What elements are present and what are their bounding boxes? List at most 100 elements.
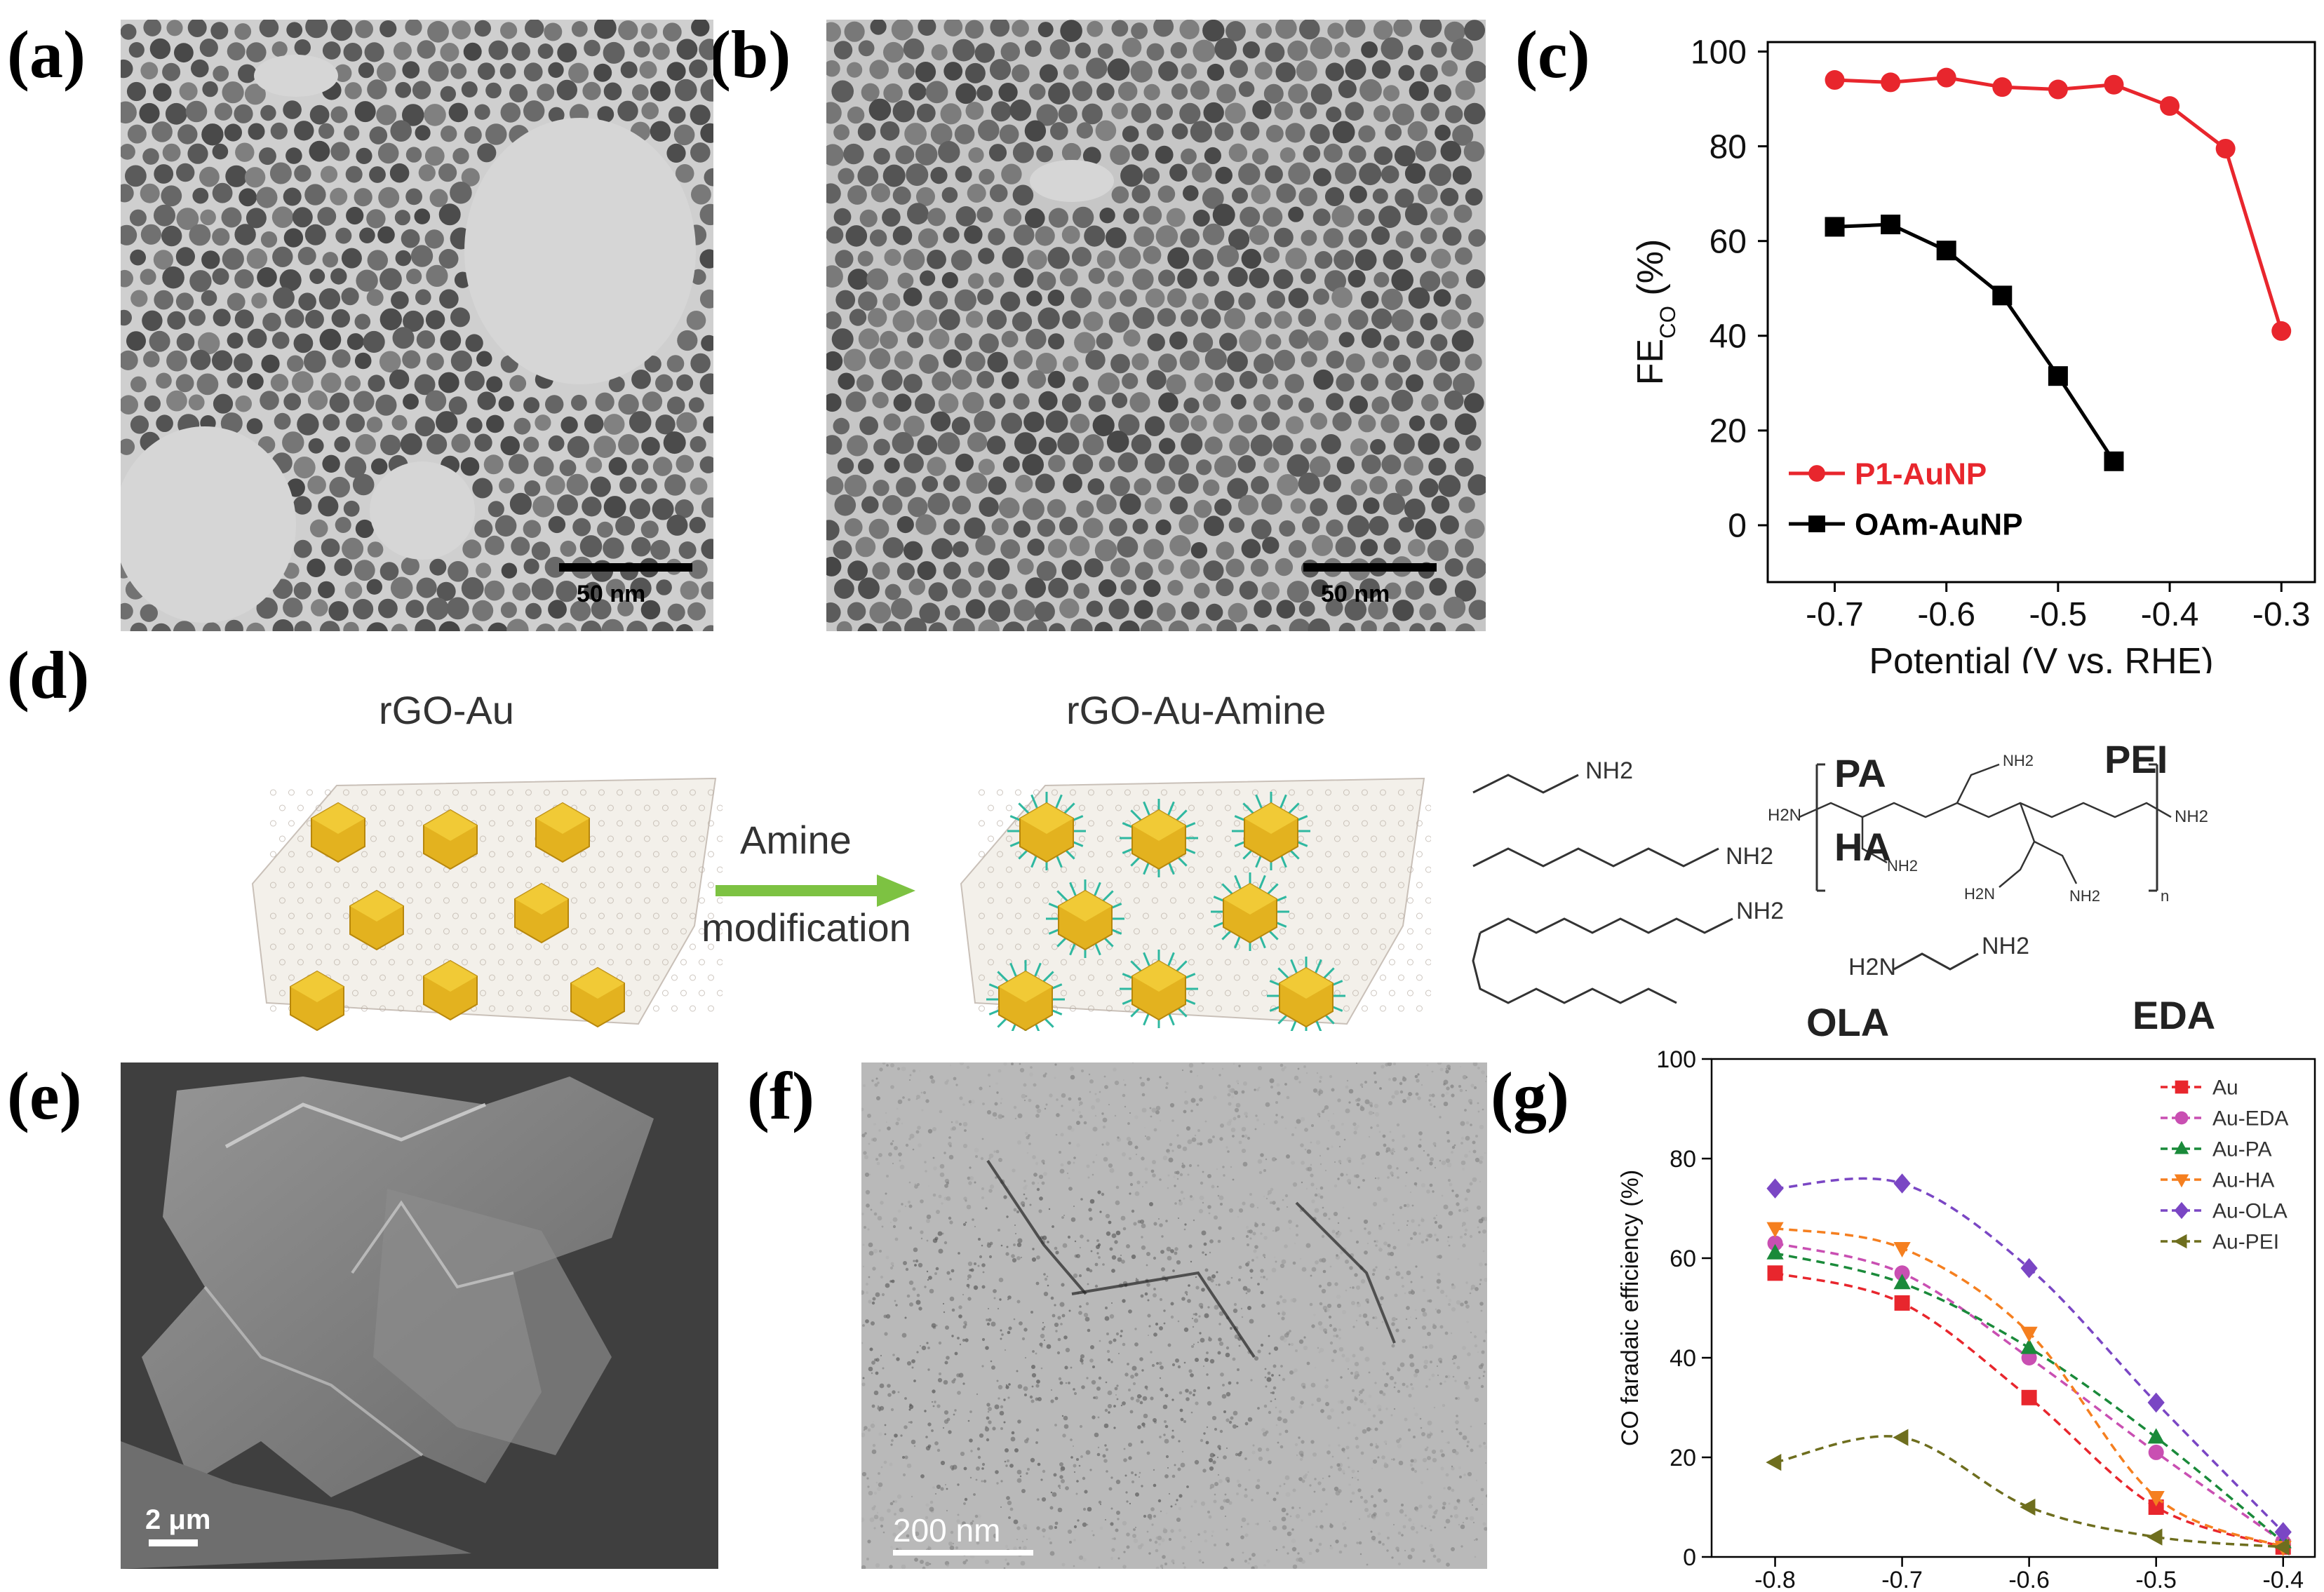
texture-speck bbox=[1306, 1361, 1310, 1365]
nanoparticle bbox=[472, 478, 493, 499]
texture-speck bbox=[861, 1290, 865, 1295]
texture-speck bbox=[932, 1156, 935, 1159]
nanoparticle bbox=[1335, 537, 1356, 558]
texture-speck bbox=[1198, 1302, 1204, 1308]
texture-speck bbox=[1037, 1462, 1041, 1466]
nanoparticle bbox=[121, 184, 134, 203]
texture-speck bbox=[1026, 1152, 1029, 1154]
texture-speck bbox=[998, 1114, 1003, 1119]
texture-speck bbox=[1107, 1403, 1113, 1409]
texture-speck bbox=[1106, 1448, 1108, 1451]
texture-speck bbox=[1030, 1399, 1035, 1403]
nanoparticle bbox=[938, 393, 959, 414]
lattice-ring bbox=[488, 974, 495, 981]
nanoparticle bbox=[1438, 475, 1461, 497]
texture-speck bbox=[1230, 1416, 1234, 1420]
texture-speck bbox=[1311, 1324, 1315, 1328]
nanoparticle bbox=[1262, 537, 1279, 554]
lattice-ring bbox=[1361, 851, 1368, 858]
texture-speck bbox=[1115, 1200, 1120, 1206]
texture-speck bbox=[1330, 1124, 1336, 1130]
texture-speck bbox=[867, 1428, 871, 1432]
lattice-ring bbox=[1315, 866, 1322, 873]
texture-speck bbox=[1265, 1158, 1268, 1161]
nanoparticle bbox=[1465, 60, 1486, 83]
nanoparticle bbox=[177, 124, 198, 144]
nanoparticle bbox=[843, 349, 866, 372]
texture-speck bbox=[1052, 1492, 1057, 1497]
lattice-ring bbox=[470, 789, 477, 796]
nanoparticle bbox=[309, 519, 328, 538]
nanoparticle bbox=[1201, 309, 1221, 329]
texture-speck bbox=[1049, 1542, 1052, 1544]
texture-speck bbox=[927, 1128, 933, 1134]
lattice-ring bbox=[716, 804, 723, 811]
texture-speck bbox=[951, 1335, 954, 1337]
texture-speck bbox=[1256, 1478, 1261, 1483]
texture-speck bbox=[962, 1338, 966, 1342]
nanoparticle bbox=[246, 42, 267, 62]
texture-speck bbox=[957, 1391, 961, 1395]
texture-speck bbox=[1319, 1186, 1324, 1190]
texture-speck bbox=[861, 1342, 864, 1344]
texture-speck bbox=[1394, 1293, 1398, 1297]
nanoparticle bbox=[269, 162, 292, 184]
lattice-ring bbox=[625, 866, 632, 873]
texture-speck bbox=[1375, 1445, 1379, 1449]
texture-speck bbox=[1459, 1065, 1462, 1068]
lattice-ring bbox=[1306, 943, 1313, 950]
texture-speck bbox=[1445, 1091, 1449, 1095]
x-tick-label: -0.7 bbox=[1806, 596, 1864, 633]
texture-speck bbox=[1421, 1432, 1425, 1436]
lattice-ring bbox=[698, 835, 705, 842]
texture-speck bbox=[1456, 1202, 1460, 1206]
nanoparticle bbox=[1045, 410, 1068, 433]
nanoparticle bbox=[248, 123, 265, 140]
nanoparticle bbox=[1395, 479, 1413, 497]
texture-speck bbox=[1039, 1196, 1043, 1201]
texture-speck bbox=[1137, 1544, 1143, 1550]
nanoparticle bbox=[523, 558, 539, 574]
texture-speck bbox=[1043, 1325, 1046, 1328]
texture-speck bbox=[1122, 1565, 1127, 1569]
lattice-ring bbox=[689, 974, 696, 981]
texture-speck bbox=[1296, 1454, 1298, 1457]
nanoparticle bbox=[686, 311, 706, 330]
lattice-ring bbox=[1361, 820, 1368, 827]
lattice-ring bbox=[589, 897, 596, 904]
lattice-ring bbox=[607, 959, 614, 966]
texture-speck bbox=[1390, 1458, 1393, 1461]
texture-speck bbox=[1008, 1326, 1012, 1330]
texture-speck bbox=[1482, 1375, 1485, 1377]
texture-speck bbox=[1263, 1168, 1267, 1173]
nanoparticle bbox=[1431, 41, 1447, 58]
texture-speck bbox=[1352, 1389, 1355, 1392]
lattice-ring bbox=[607, 928, 614, 935]
texture-speck bbox=[916, 1182, 920, 1187]
texture-speck bbox=[1322, 1206, 1324, 1209]
texture-speck bbox=[1237, 1082, 1240, 1085]
nanoparticle bbox=[1287, 40, 1308, 61]
nanoparticle bbox=[149, 330, 170, 352]
lattice-ring bbox=[1124, 789, 1131, 796]
texture-speck bbox=[1159, 1178, 1162, 1181]
nanoparticle bbox=[1261, 581, 1279, 600]
texture-speck bbox=[1061, 1093, 1066, 1098]
texture-speck bbox=[954, 1351, 958, 1356]
texture-speck bbox=[1290, 1532, 1293, 1535]
nanoparticle bbox=[1118, 414, 1140, 436]
texture-speck bbox=[1354, 1273, 1358, 1277]
texture-speck bbox=[1326, 1147, 1329, 1150]
texture-speck bbox=[1120, 1330, 1123, 1333]
texture-speck bbox=[1199, 1332, 1202, 1335]
texture-speck bbox=[1228, 1102, 1232, 1106]
lattice-ring bbox=[634, 974, 641, 981]
nanoparticle bbox=[330, 142, 350, 161]
texture-speck bbox=[1430, 1361, 1432, 1363]
texture-speck bbox=[1254, 1245, 1258, 1249]
lattice-ring bbox=[406, 897, 413, 904]
texture-speck bbox=[1470, 1425, 1472, 1428]
nanoparticle bbox=[354, 352, 372, 370]
texture-speck bbox=[1366, 1426, 1371, 1432]
nanoparticle bbox=[121, 602, 133, 620]
